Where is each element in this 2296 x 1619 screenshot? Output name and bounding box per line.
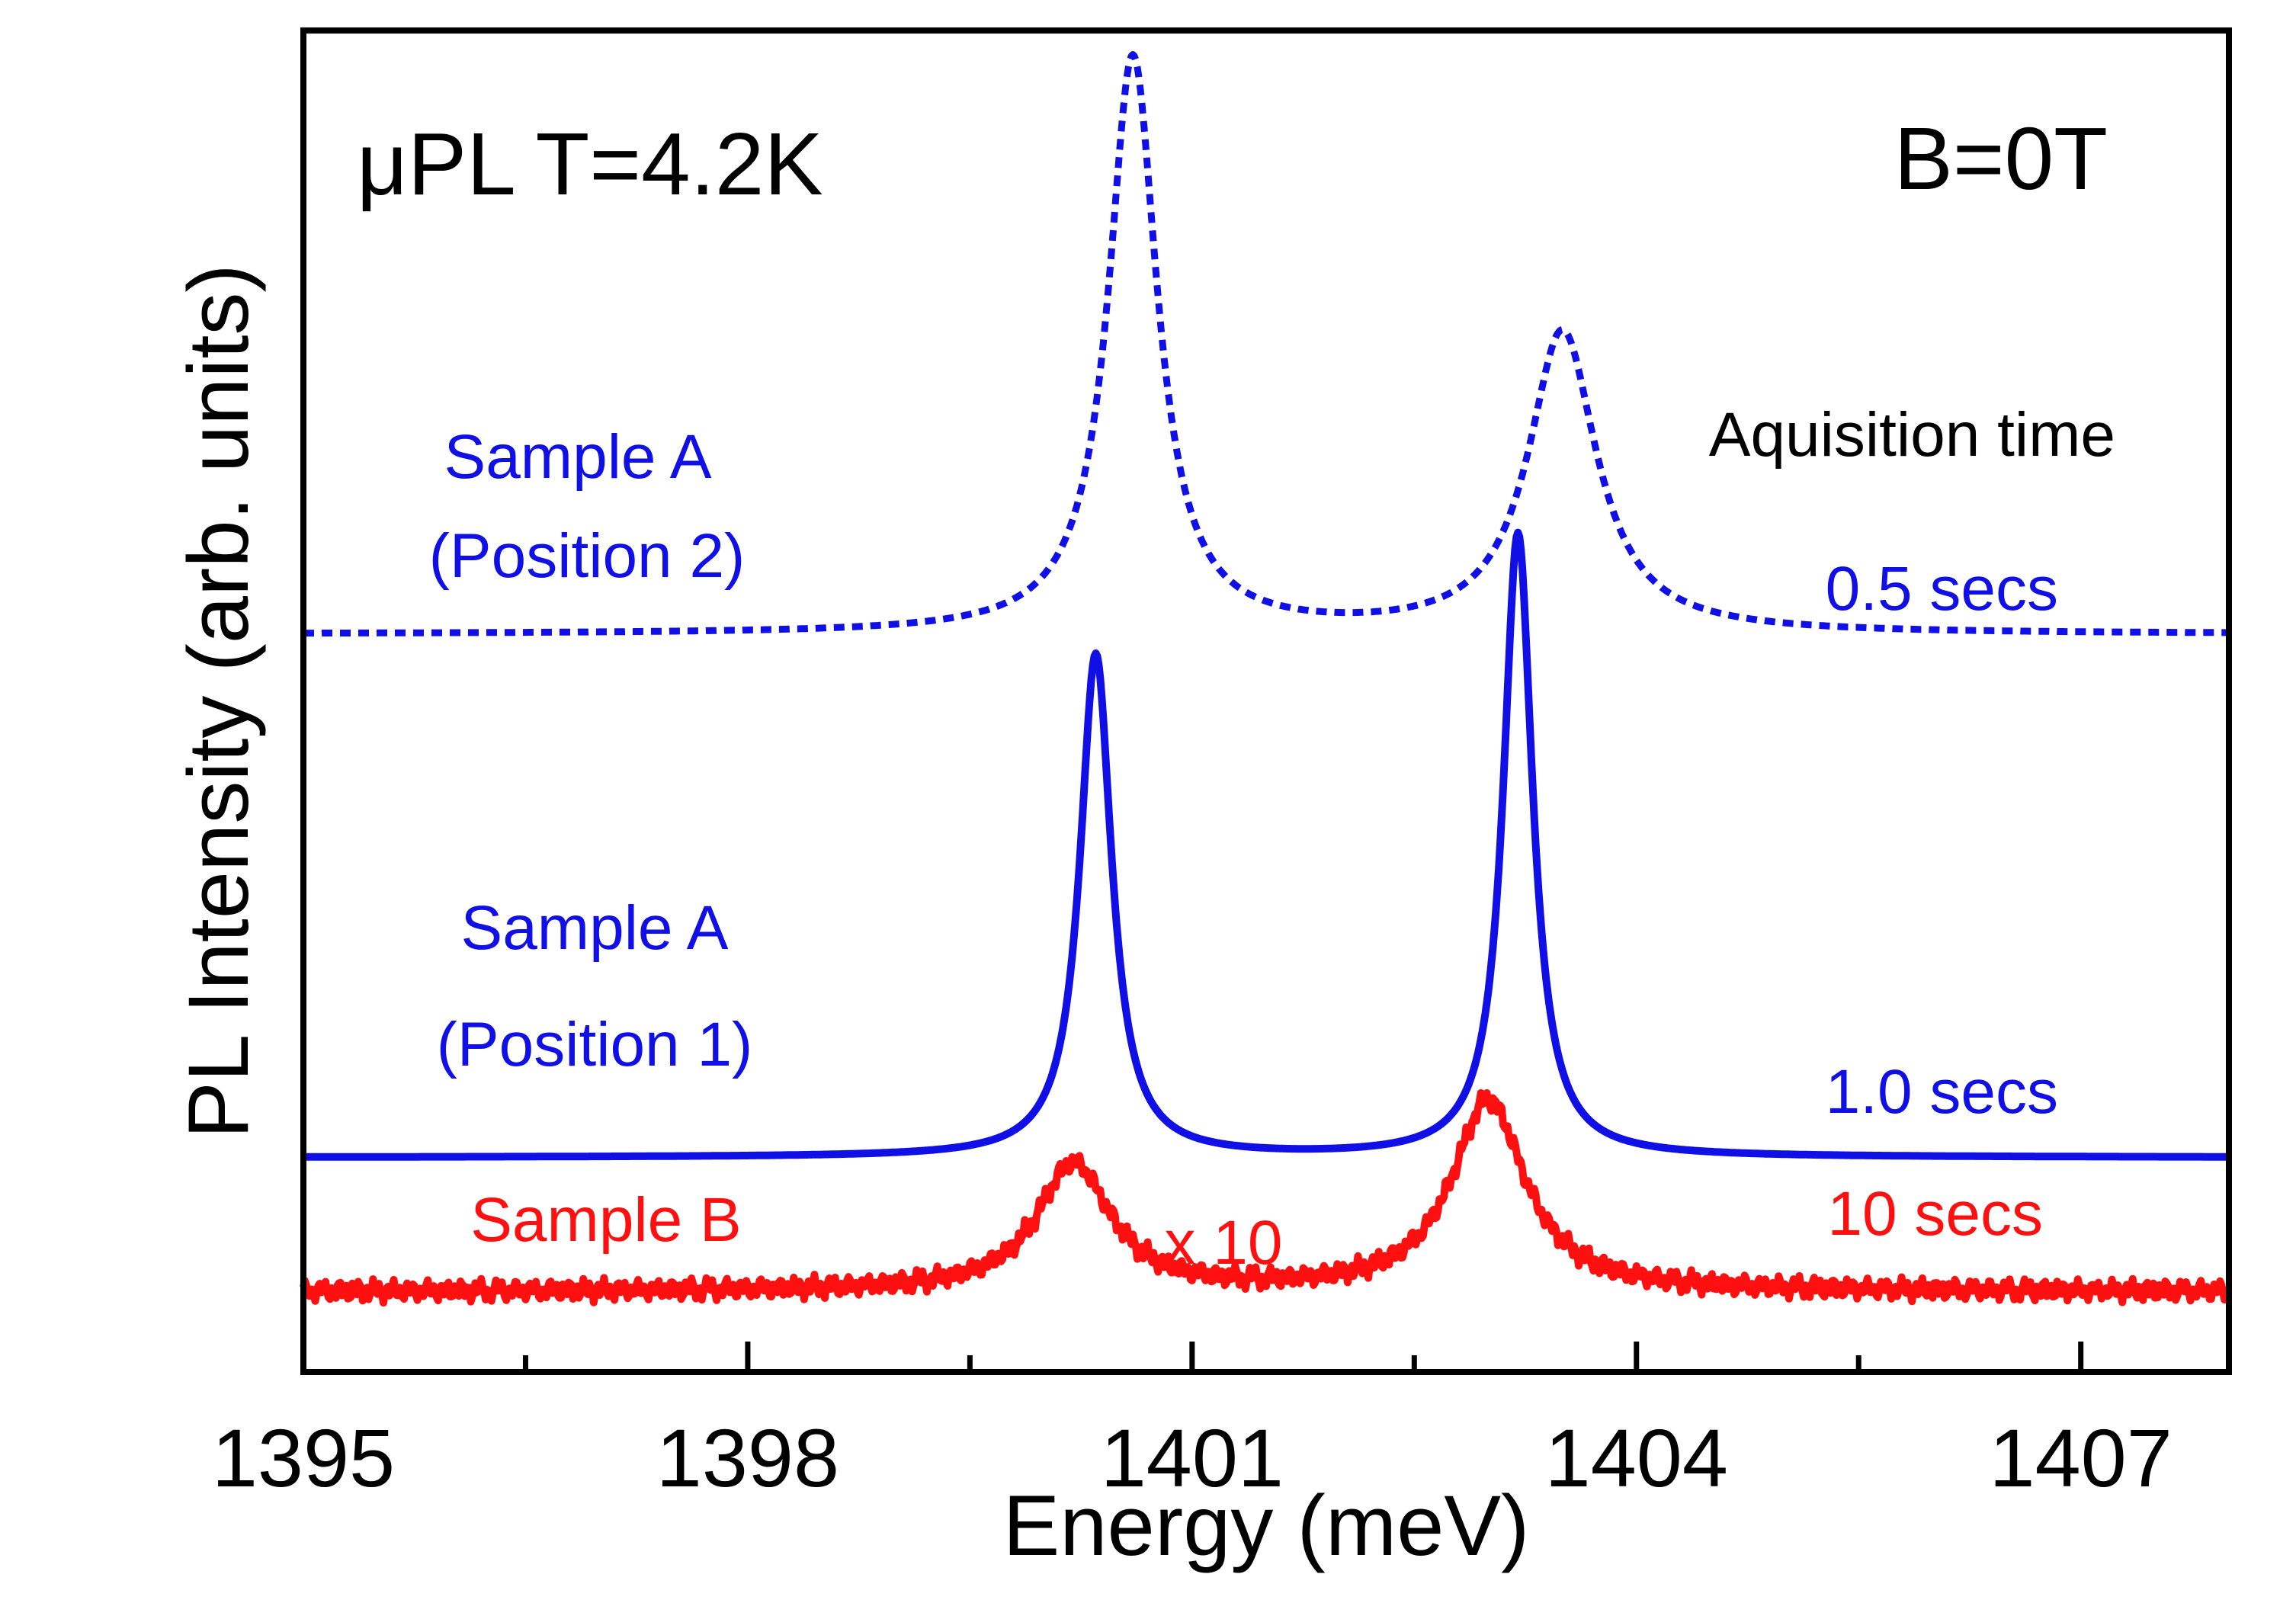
plot-frame <box>300 27 2232 1375</box>
y-axis-title: PL Intensity (arb. units) <box>171 264 266 1138</box>
scale-factor-label: x 10 <box>1165 1208 1283 1278</box>
acquisition-heading: Aquisition time <box>1709 400 2115 470</box>
series-line-sample-b <box>300 1088 2232 1307</box>
field-annotation: B=0T <box>1894 109 2108 208</box>
series-label-sample-b: Sample B <box>470 1185 742 1255</box>
x-tick-label: 1404 <box>1545 1412 1728 1504</box>
acquisition-time-sample-b: 10 secs <box>1827 1179 2043 1249</box>
series-label-sample-a-pos2-line1: Sample A <box>444 422 712 492</box>
x-tick-label: 1401 <box>1101 1412 1284 1504</box>
condition-annotation: μPL T=4.2K <box>357 114 823 213</box>
series-label-sample-a-pos2-line2: (Position 2) <box>429 521 746 591</box>
acquisition-time-pos1: 1.0 secs <box>1826 1057 2058 1127</box>
x-tick-label: 1395 <box>212 1412 395 1504</box>
x-tick-label: 1407 <box>1990 1412 2173 1504</box>
series-line-sample-a-position-1 <box>300 528 2232 1161</box>
series-label-sample-a-pos1-line1: Sample A <box>461 893 729 963</box>
series-layer <box>300 51 2232 1307</box>
series-label-sample-a-pos1-line2: (Position 1) <box>437 1010 753 1079</box>
x-tick-label: 1398 <box>656 1412 839 1504</box>
x-axis-ticks: 1395 1398 1401 1404 1407 <box>212 1342 2173 1504</box>
series-line-sample-a-position-2 <box>301 51 2231 637</box>
acquisition-time-pos2: 0.5 secs <box>1826 554 2058 624</box>
x-axis-title: Energy (meV) <box>1003 1478 1530 1573</box>
